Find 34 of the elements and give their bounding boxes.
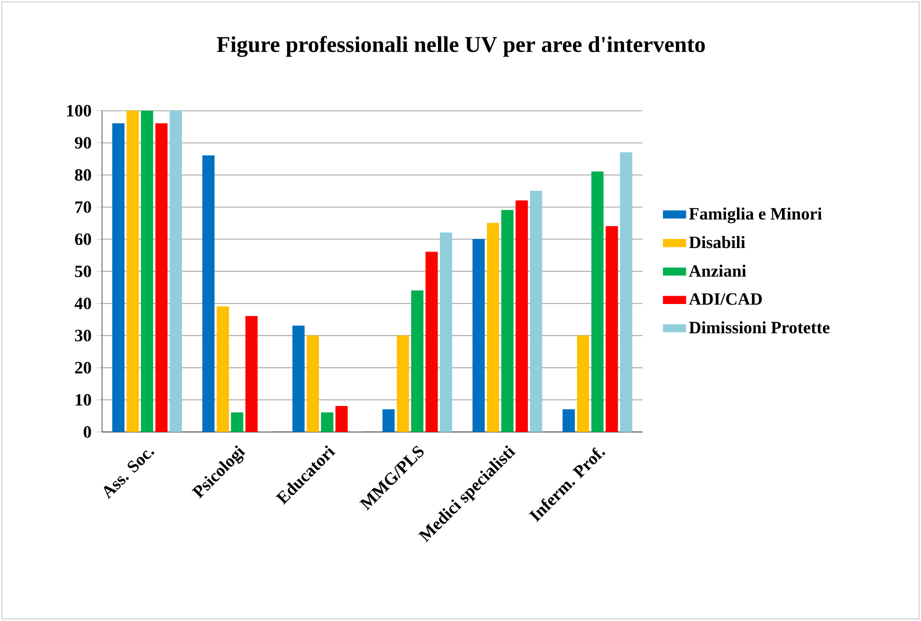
y-tick-label: 50 — [75, 266, 92, 278]
chart-title: Figure professionali nelle UV per aree d'intervento — [216, 36, 705, 57]
bar — [335, 406, 348, 432]
bar — [426, 252, 438, 432]
bar — [411, 290, 424, 432]
legend-label: Disabili — [689, 236, 746, 248]
bar — [530, 190, 542, 432]
y-tick-label: 0 — [84, 426, 92, 438]
y-tick-label: 30 — [75, 330, 92, 342]
legend-label: Anziani — [688, 264, 746, 277]
bar — [620, 152, 632, 432]
y-tick-label: 90 — [74, 137, 92, 149]
bar — [245, 316, 258, 432]
bar — [501, 210, 514, 432]
bar — [155, 123, 168, 432]
bar — [591, 172, 604, 432]
bar — [140, 110, 154, 432]
legend-label: Dimissioni Protette — [689, 321, 830, 334]
y-tick-label: 20 — [75, 362, 92, 374]
y-tick-label: 70 — [75, 201, 92, 213]
y-tick-label: 80 — [75, 169, 92, 181]
bar — [516, 200, 528, 432]
y-tick-label: 40 — [74, 298, 92, 310]
legend-label: ADI/CAD — [688, 293, 762, 305]
y-tick-label: 100 — [67, 104, 92, 117]
bar — [440, 232, 452, 432]
bar — [321, 412, 334, 432]
bar — [231, 412, 244, 432]
bar — [170, 110, 182, 432]
legend-label: Famiglia e Minori — [689, 208, 822, 224]
bar — [606, 226, 618, 432]
y-tick-label: 10 — [76, 394, 92, 406]
y-tick-label: 60 — [75, 233, 92, 246]
x-tick-label: Ass. Soc. — [104, 450, 154, 500]
